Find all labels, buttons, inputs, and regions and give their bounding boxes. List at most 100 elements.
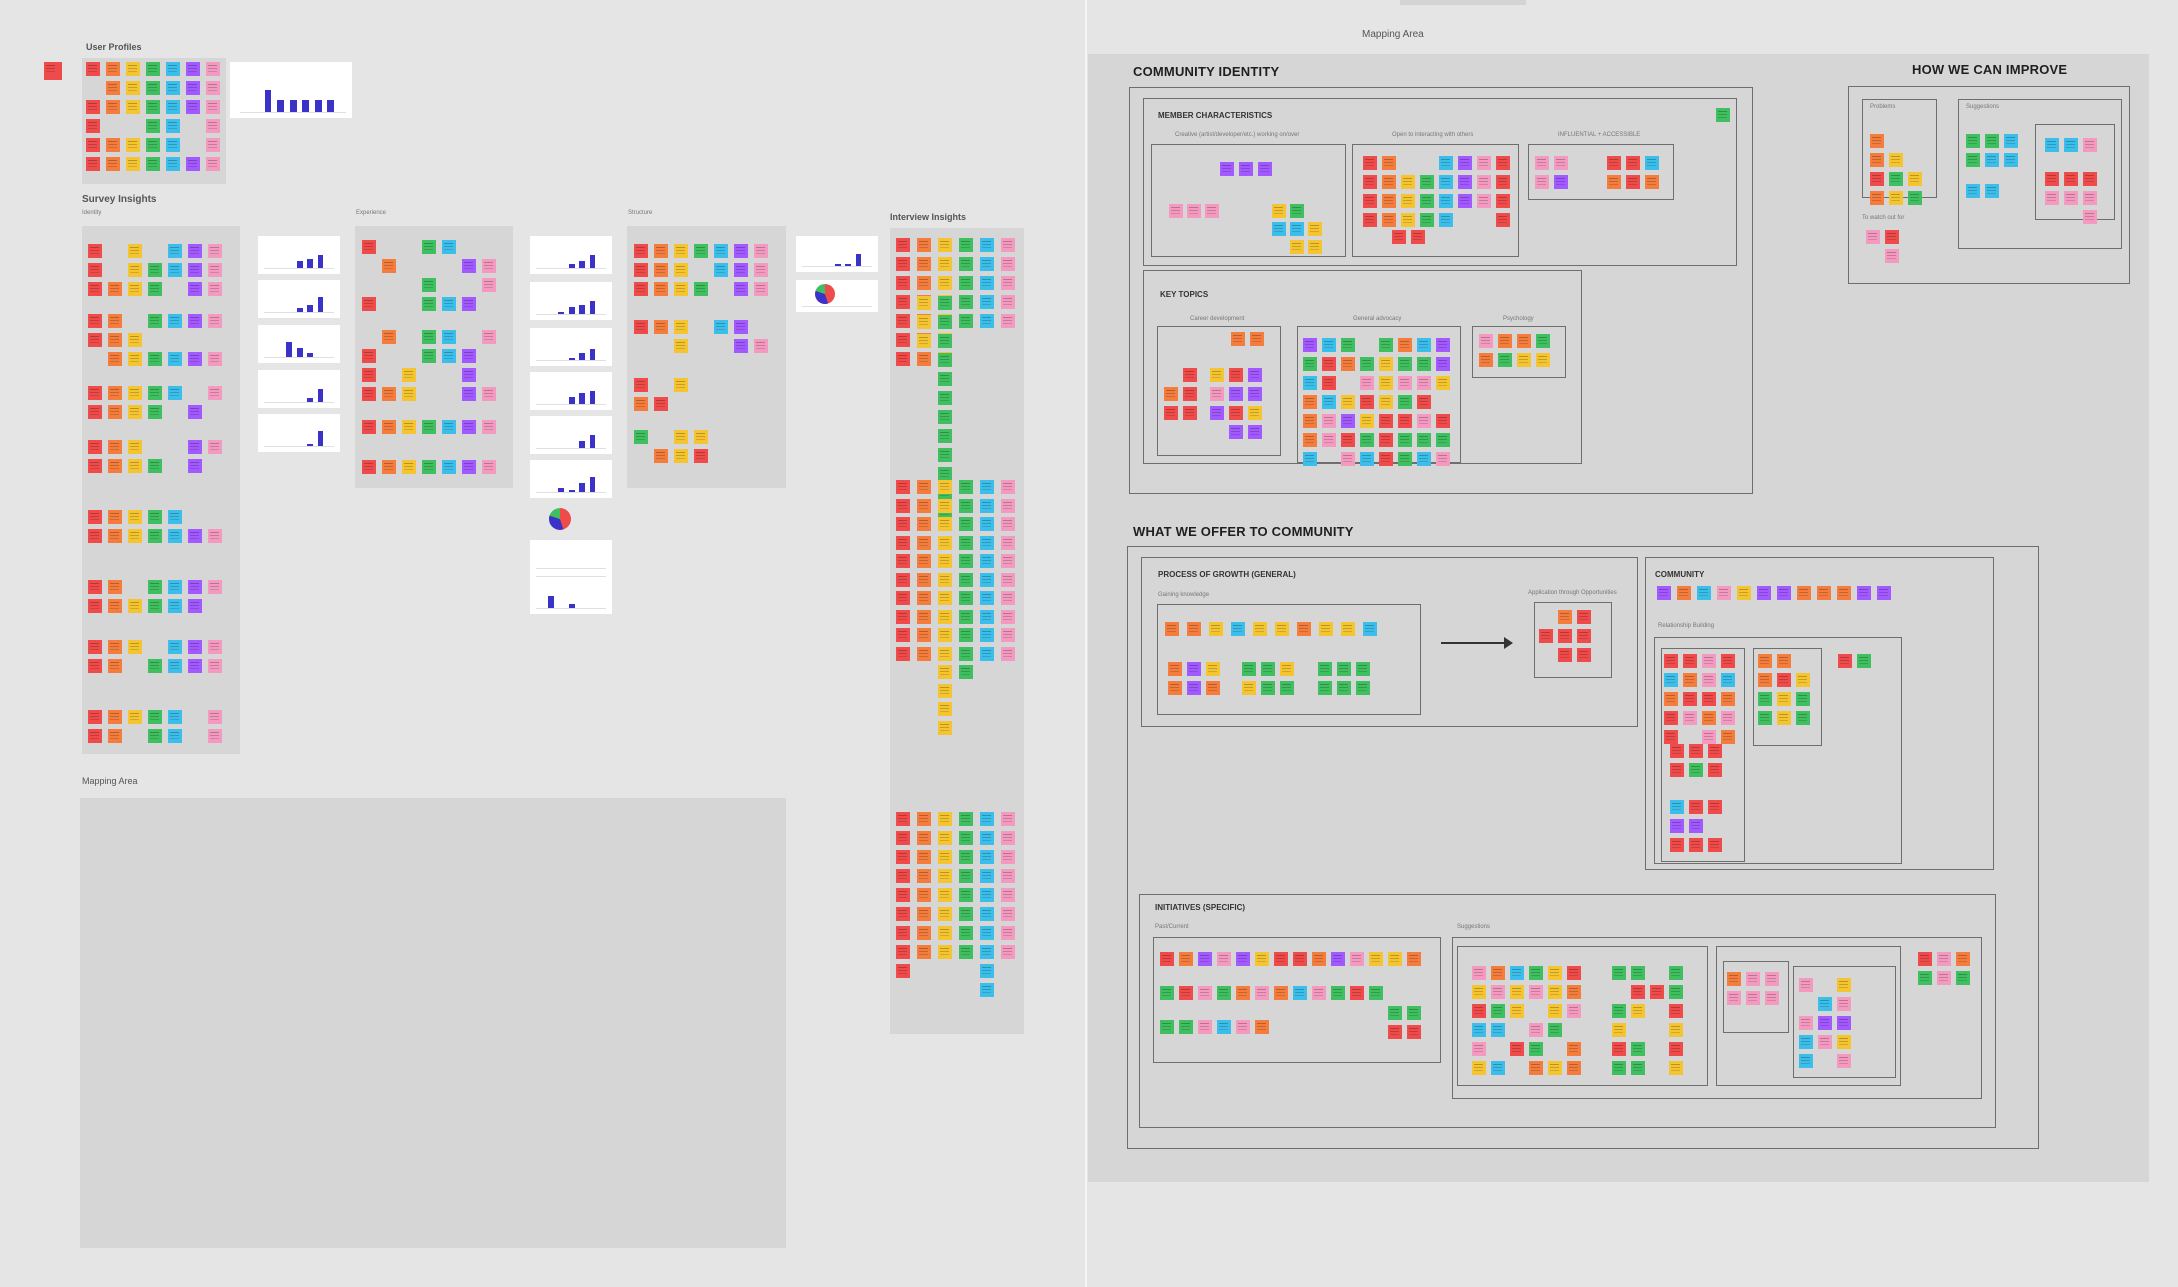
sticky-note[interactable] <box>1209 622 1223 636</box>
sticky-note[interactable] <box>674 320 688 334</box>
sticky-note[interactable] <box>1417 376 1431 390</box>
sticky-note[interactable] <box>1664 730 1678 744</box>
sticky-note[interactable] <box>1436 452 1450 466</box>
sticky-note[interactable] <box>1407 1006 1421 1020</box>
sticky-note[interactable] <box>896 257 910 271</box>
sticky-note[interactable] <box>126 157 140 171</box>
sticky-note[interactable] <box>128 510 142 524</box>
sticky-note[interactable] <box>1439 194 1453 208</box>
sticky-note[interactable] <box>694 430 708 444</box>
sticky-note[interactable] <box>422 278 436 292</box>
sticky-note[interactable] <box>917 945 931 959</box>
sticky-note[interactable] <box>168 599 182 613</box>
sticky-note[interactable] <box>1796 673 1810 687</box>
sticky-note[interactable] <box>1472 1004 1486 1018</box>
sticky-note[interactable] <box>108 659 122 673</box>
sticky-note[interactable] <box>896 498 910 513</box>
sticky-note[interactable] <box>126 81 140 95</box>
sticky-note[interactable] <box>1799 1016 1813 1030</box>
sticky-note[interactable] <box>1956 952 1970 966</box>
sticky-note[interactable] <box>1398 452 1412 466</box>
sticky-note[interactable] <box>1303 376 1317 390</box>
sticky-note[interactable] <box>462 460 476 474</box>
sticky-note[interactable] <box>1417 338 1431 352</box>
sticky-note[interactable] <box>1837 997 1851 1011</box>
sticky-note[interactable] <box>714 263 728 277</box>
sticky-note[interactable] <box>128 710 142 724</box>
sticky-note[interactable] <box>1379 357 1393 371</box>
sticky-note[interactable] <box>106 81 120 95</box>
sticky-note[interactable] <box>896 628 910 642</box>
sticky-note[interactable] <box>188 314 202 328</box>
sticky-note[interactable] <box>1746 991 1760 1005</box>
sticky-note[interactable] <box>168 580 182 594</box>
sticky-note[interactable] <box>896 295 910 309</box>
sticky-note[interactable] <box>1183 368 1197 382</box>
sticky-note[interactable] <box>734 320 748 334</box>
sticky-note[interactable] <box>896 238 910 252</box>
sticky-note[interactable] <box>734 263 748 277</box>
sticky-note[interactable] <box>2083 138 2097 152</box>
sticky-note[interactable] <box>126 100 140 114</box>
sticky-note[interactable] <box>896 591 910 605</box>
sticky-note[interactable] <box>1293 986 1307 1000</box>
sticky-note[interactable] <box>1420 213 1434 227</box>
sticky-note[interactable] <box>188 659 202 673</box>
sticky-note[interactable] <box>1407 952 1421 966</box>
sticky-note[interactable] <box>1870 134 1884 148</box>
sticky-note[interactable] <box>188 263 202 277</box>
sticky-note[interactable] <box>148 405 162 419</box>
sticky-note[interactable] <box>1721 711 1735 725</box>
sticky-note[interactable] <box>980 480 994 494</box>
sticky-note[interactable] <box>938 665 952 679</box>
sticky-note[interactable] <box>1417 414 1431 428</box>
sticky-note[interactable] <box>674 282 688 296</box>
sticky-note[interactable] <box>1379 338 1393 352</box>
sticky-note[interactable] <box>1242 681 1256 695</box>
sticky-note[interactable] <box>896 831 910 845</box>
sticky-note[interactable] <box>1350 986 1364 1000</box>
sticky-note[interactable] <box>1477 175 1491 189</box>
sticky-note[interactable] <box>128 405 142 419</box>
sticky-note[interactable] <box>168 710 182 724</box>
sticky-note[interactable] <box>362 240 376 254</box>
sticky-note[interactable] <box>208 729 222 743</box>
sticky-note[interactable] <box>1255 1020 1269 1034</box>
sticky-note[interactable] <box>1535 175 1549 189</box>
sticky-note[interactable] <box>980 869 994 883</box>
sticky-note[interactable] <box>938 945 952 959</box>
sticky-note[interactable] <box>206 100 220 114</box>
sticky-note[interactable] <box>1517 353 1531 367</box>
sticky-note[interactable] <box>1799 1035 1813 1049</box>
sticky-note[interactable] <box>148 510 162 524</box>
sticky-note[interactable] <box>896 646 910 661</box>
sticky-note[interactable] <box>980 295 994 309</box>
sticky-note[interactable] <box>442 420 456 434</box>
sticky-note[interactable] <box>959 238 973 252</box>
sticky-note[interactable] <box>938 831 952 845</box>
sticky-note[interactable] <box>128 352 142 366</box>
sticky-note[interactable] <box>1293 952 1307 966</box>
sticky-note[interactable] <box>482 259 496 273</box>
sticky-note[interactable] <box>1669 1042 1683 1056</box>
sticky-note[interactable] <box>1818 997 1832 1011</box>
sticky-note[interactable] <box>1001 888 1015 902</box>
sticky-note[interactable] <box>88 580 102 594</box>
sticky-note[interactable] <box>938 609 952 624</box>
sticky-note[interactable] <box>896 926 910 940</box>
sticky-note[interactable] <box>422 460 436 474</box>
sticky-note[interactable] <box>896 945 910 959</box>
sticky-note[interactable] <box>402 460 416 474</box>
sticky-note[interactable] <box>1689 800 1703 814</box>
sticky-note[interactable] <box>1001 628 1015 642</box>
sticky-note[interactable] <box>1388 1025 1402 1039</box>
sticky-note[interactable] <box>1160 986 1174 1000</box>
sticky-note[interactable] <box>1001 850 1015 864</box>
sticky-note[interactable] <box>1341 395 1355 409</box>
sticky-note[interactable] <box>654 282 668 296</box>
sticky-note[interactable] <box>1331 952 1345 966</box>
sticky-note[interactable] <box>654 397 668 411</box>
sticky-note[interactable] <box>208 352 222 366</box>
sticky-note[interactable] <box>1539 629 1553 643</box>
sticky-note[interactable] <box>108 580 122 594</box>
